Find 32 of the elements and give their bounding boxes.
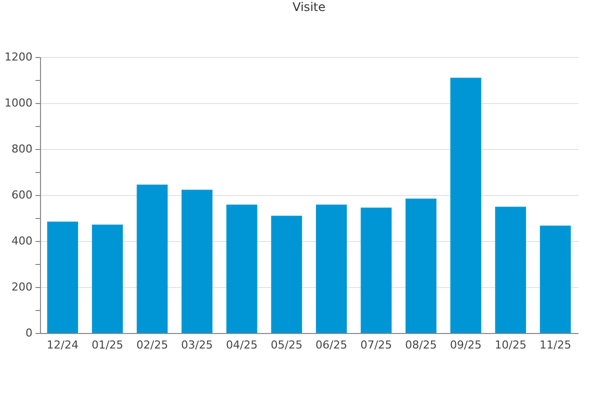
bar — [316, 204, 347, 333]
x-tick-label: 03/25 — [181, 338, 213, 352]
bar — [136, 184, 168, 333]
y-tick-label: 800 — [12, 142, 32, 156]
x-tick-label: 07/25 — [360, 338, 392, 352]
x-tick-label: 12/24 — [46, 338, 78, 352]
chart-title: Visite — [292, 0, 326, 14]
bar — [182, 190, 212, 333]
x-tick-label: 10/25 — [494, 338, 526, 352]
y-tick-label: 400 — [12, 234, 32, 248]
x-tick-label: 09/25 — [450, 338, 482, 352]
x-tick-label: 02/25 — [136, 338, 168, 352]
bar — [360, 208, 392, 333]
bar — [92, 224, 123, 333]
y-tick-label: 1000 — [4, 96, 32, 110]
x-tick-label: 04/25 — [226, 338, 258, 352]
bar — [47, 222, 78, 333]
x-tick-label: 11/25 — [540, 338, 572, 352]
x-tick-label: 08/25 — [405, 338, 437, 352]
bar — [450, 78, 482, 333]
y-tick-label: 600 — [12, 188, 32, 202]
bar — [226, 204, 258, 333]
bar — [540, 226, 571, 333]
x-tick-label: 01/25 — [92, 338, 124, 352]
y-tick-label: 200 — [12, 280, 32, 294]
bar — [495, 206, 526, 333]
bar — [271, 216, 302, 333]
x-tick-label: 05/25 — [270, 338, 302, 352]
y-tick-label: 1200 — [4, 50, 32, 64]
bar — [406, 198, 436, 333]
x-tick-label: 06/25 — [316, 338, 348, 352]
y-tick-label: 0 — [26, 326, 32, 340]
